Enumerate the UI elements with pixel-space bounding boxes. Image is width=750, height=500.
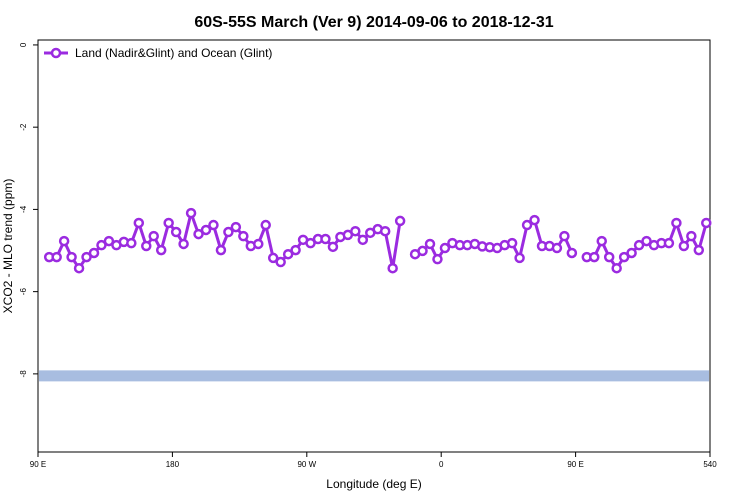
data-point bbox=[215, 244, 227, 256]
data-point bbox=[163, 217, 174, 229]
data-point bbox=[81, 251, 92, 263]
data-point bbox=[208, 219, 219, 231]
data-point bbox=[701, 217, 712, 229]
y-tick-label: -8 bbox=[19, 370, 28, 378]
data-point bbox=[566, 247, 578, 259]
data-point bbox=[133, 217, 145, 229]
data-point bbox=[73, 262, 85, 274]
data-point bbox=[96, 239, 107, 251]
data-point bbox=[678, 240, 690, 252]
data-point bbox=[551, 242, 563, 254]
data-point bbox=[305, 237, 316, 249]
data-point bbox=[282, 248, 294, 260]
data-point bbox=[589, 251, 600, 263]
data-point bbox=[417, 245, 428, 257]
data-point bbox=[238, 230, 249, 242]
y-tick-label: 0 bbox=[19, 42, 28, 47]
data-point bbox=[521, 219, 533, 231]
x-tick-label: 0 bbox=[439, 460, 444, 469]
y-axis-label: XCO2 - MLO trend (ppm) bbox=[1, 179, 15, 314]
chart-title: 60S-55S March (Ver 9) 2014-09-06 to 2018… bbox=[194, 14, 553, 31]
data-point bbox=[223, 226, 234, 238]
data-point bbox=[230, 221, 242, 233]
x-tick-label: 90 W bbox=[297, 460, 316, 469]
legend-label: Land (Nadir&Glint) and Ocean (Glint) bbox=[75, 46, 272, 60]
x-tick-label: 90 E bbox=[567, 460, 583, 469]
data-point bbox=[559, 230, 570, 242]
x-tick-label: 180 bbox=[166, 460, 180, 469]
data-point bbox=[424, 238, 436, 250]
data-point bbox=[357, 234, 369, 246]
plot-frame bbox=[37, 39, 711, 453]
data-point bbox=[671, 217, 682, 229]
data-point bbox=[103, 235, 115, 247]
data-point bbox=[611, 262, 622, 274]
data-point bbox=[529, 214, 540, 226]
legend-marker bbox=[50, 47, 62, 59]
data-point bbox=[51, 251, 62, 263]
data-point bbox=[663, 237, 675, 249]
data-point bbox=[387, 262, 398, 274]
data-point bbox=[170, 226, 182, 238]
y-tick-label: -4 bbox=[19, 205, 28, 213]
x-axis-label: Longitude (deg E) bbox=[326, 477, 421, 491]
data-point bbox=[596, 235, 607, 247]
data-point bbox=[394, 215, 406, 227]
data-point bbox=[178, 238, 189, 250]
data-point bbox=[193, 228, 204, 240]
x-tick-label: 540 bbox=[703, 460, 717, 469]
data-point bbox=[66, 251, 77, 263]
data-point bbox=[618, 251, 630, 263]
data-point bbox=[148, 230, 159, 242]
data-point bbox=[514, 252, 525, 264]
data-point bbox=[603, 251, 615, 263]
data-point bbox=[290, 244, 301, 256]
data-point bbox=[432, 253, 443, 265]
data-point bbox=[693, 244, 705, 256]
data-point bbox=[626, 247, 637, 259]
data-point bbox=[155, 244, 167, 256]
data-point bbox=[439, 242, 451, 254]
data-point bbox=[185, 207, 197, 219]
y-tick-label: -2 bbox=[19, 123, 28, 131]
data-point bbox=[267, 252, 279, 264]
data-point bbox=[126, 237, 137, 249]
y-tick-label: -6 bbox=[19, 288, 28, 296]
data-point bbox=[633, 239, 645, 251]
data-point bbox=[200, 224, 212, 236]
data-point bbox=[58, 235, 70, 247]
data-point bbox=[350, 225, 361, 237]
data-point bbox=[88, 247, 100, 259]
data-point bbox=[686, 230, 697, 242]
data-point bbox=[327, 241, 339, 253]
data-point bbox=[253, 238, 264, 250]
data-point bbox=[320, 233, 331, 245]
data-point bbox=[379, 225, 391, 237]
data-point bbox=[260, 219, 271, 231]
x-tick-label: 90 E bbox=[30, 460, 46, 469]
data-point bbox=[275, 256, 286, 268]
data-point bbox=[141, 240, 152, 252]
data-point bbox=[506, 237, 518, 249]
data-point bbox=[641, 235, 652, 247]
